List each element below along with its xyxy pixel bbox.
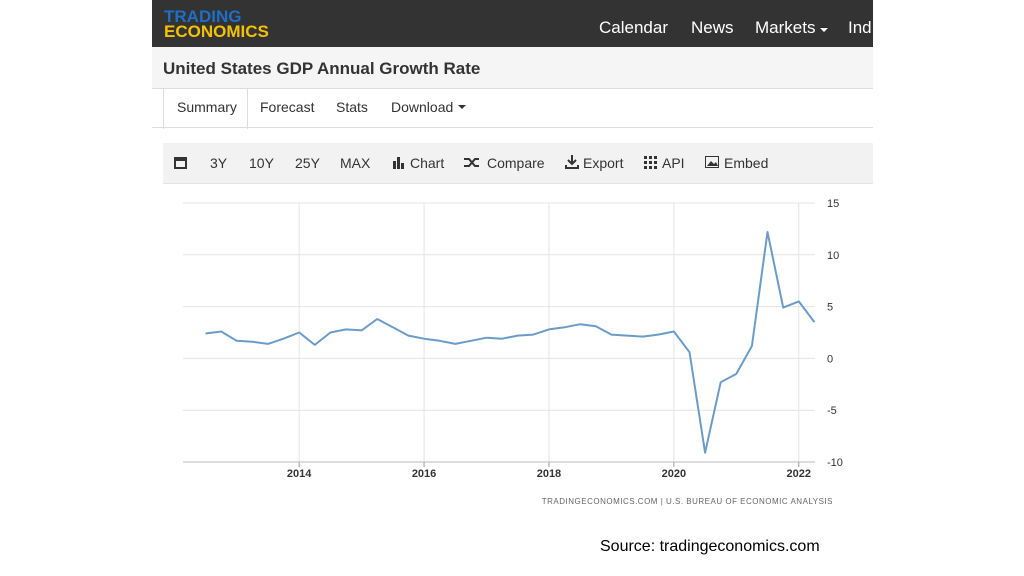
range-button[interactable]: MAX [340,155,371,171]
tab-border [152,127,873,128]
tab[interactable]: Stats [336,99,368,115]
chart: -10 -5 0 5 10 15 2014 2016 2018 2020 2022 TRADINGEC… [183,198,843,506]
tool-button[interactable]: Compare [487,155,545,171]
tool-button[interactable]: Embed [724,155,769,171]
credit: TRADINGECONOMICS.COM | U.S. BUREAU OF EC… [542,497,833,506]
page-title: United States GDP Annual Growth Rate [163,59,481,78]
logo-top[interactable]: TRADING [164,7,242,26]
nav-item[interactable]: News [691,18,734,37]
nav-item[interactable]: Calendar [599,18,668,37]
tool-button[interactable]: Chart [410,155,445,171]
tab[interactable]: Download [391,99,454,115]
tool-button[interactable]: Export [583,155,624,171]
x-tick-label: 2014 [287,468,312,480]
calendar-icon[interactable] [174,156,187,169]
tab[interactable]: Summary [177,99,237,115]
x-tick-label: 2020 [662,468,686,480]
x-tick-label: 2018 [537,468,561,480]
y-tick-label: -5 [827,405,837,417]
compare-icon [464,158,479,167]
tab[interactable]: Forecast [260,99,315,115]
range-button[interactable]: 3Y [210,155,228,171]
api-icon [644,156,657,169]
nav-item[interactable]: Markets [755,18,816,37]
x-tick-label: 2022 [787,468,811,480]
x-tick-label: 2016 [412,468,436,480]
top-bar: TRADING ECONOMICS Calendar News Markets … [152,0,873,47]
caret [458,105,466,109]
data-line [205,231,816,454]
range-button[interactable]: 10Y [249,155,274,171]
active-tab [163,88,248,129]
tool-button[interactable]: API [662,155,685,171]
toolbar [163,143,873,184]
source-note: Source: tradingeconomics.com [600,538,820,555]
y-tick-label: -10 [827,457,843,469]
export-icon [565,155,579,169]
caret [820,28,828,32]
y-tick-label: 15 [827,198,839,210]
embed-icon [705,156,719,168]
nav-item[interactable]: Ind [848,18,872,37]
range-button[interactable]: 25Y [295,155,320,171]
logo-bottom[interactable]: ECONOMICS [164,22,269,41]
title-bar: United States GDP Annual Growth Rate [152,47,873,89]
y-tick-label: 0 [827,353,833,365]
y-tick-label: 10 [827,250,839,262]
y-tick-label: 5 [827,302,833,314]
chart-icon [393,157,404,169]
